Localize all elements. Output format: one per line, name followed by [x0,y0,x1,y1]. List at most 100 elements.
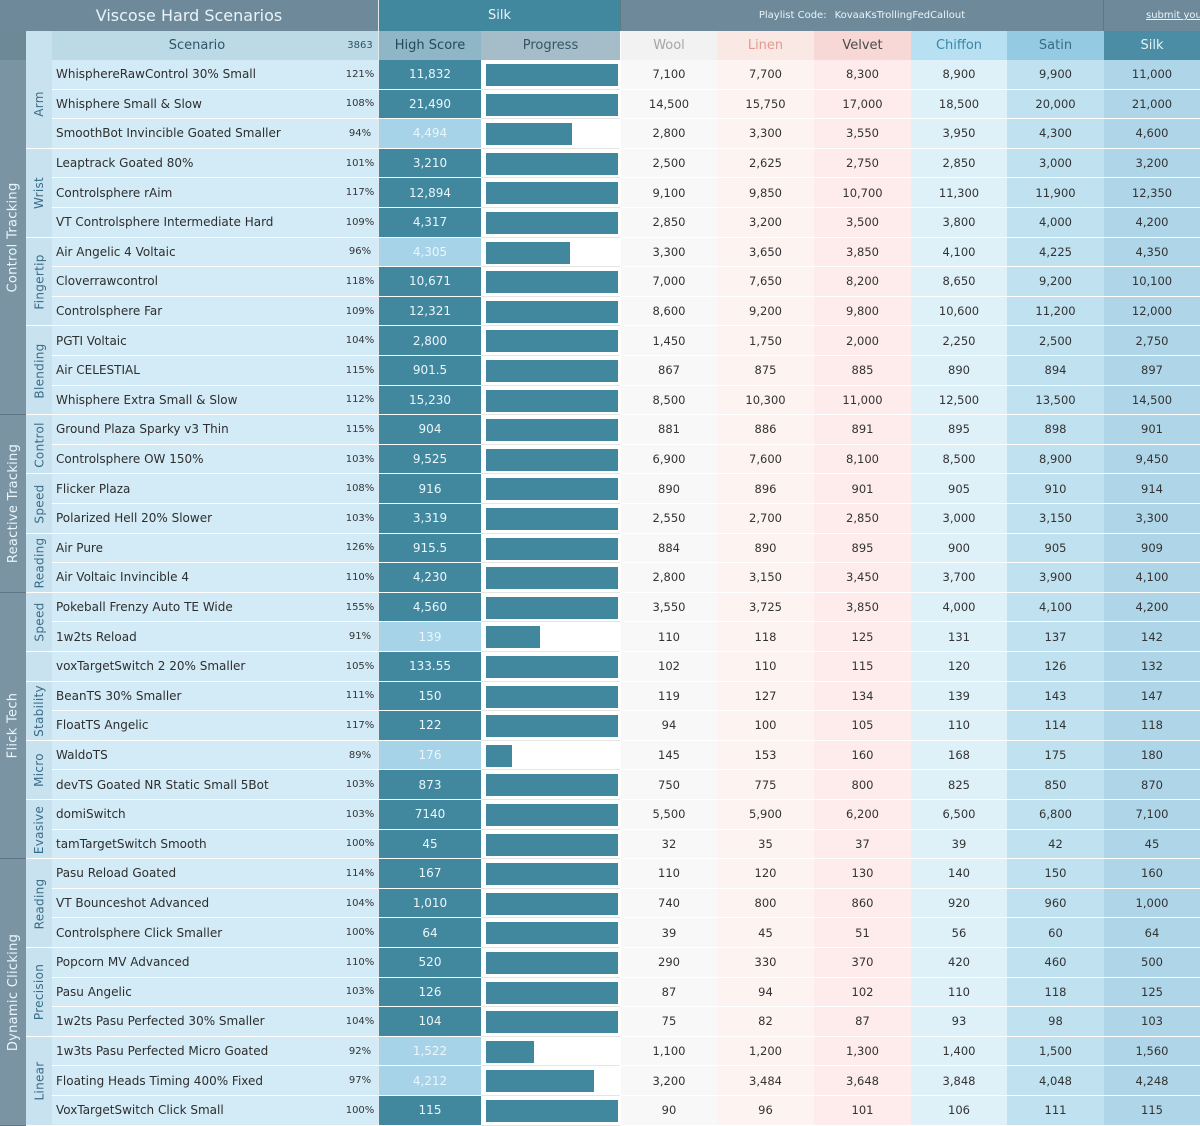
scenario-name[interactable]: devTS Goated NR Static Small 5Bot [52,770,342,800]
scenario-name[interactable]: Air Voltaic Invincible 4 [52,563,342,593]
table-row[interactable]: tamTargetSwitch Smooth 100% 45 32 35 37 39 42 45 [0,829,1200,860]
tier-cell-linen: 3,150 [717,563,814,593]
table-row[interactable]: Pasu Reload Goated 114% 167 110 120 130 140 150… [0,859,1200,889]
table-row[interactable]: PGTI Voltaic 104% 2,800 1,450 1,750 2,000 2,25… [0,326,1200,356]
scenario-name[interactable]: Air CELESTIAL [52,356,342,386]
scenario-name[interactable]: Floating Heads Timing 400% Fixed [52,1066,342,1096]
table-row[interactable]: WaldoTS 89% 176 145 153 160 168 175 180 [0,740,1200,771]
table-row[interactable]: Whisphere Small & Slow 108% 21,490 14,500 15… [0,89,1200,120]
scenario-name[interactable]: Pasu Angelic [52,977,342,1008]
table-row[interactable]: Controlsphere Click Smaller 100% 64 39 45 51 5… [0,918,1200,948]
tier-cell-chiffon: 11,300 [911,178,1007,208]
submit-link[interactable]: submit your [1146,10,1200,21]
scenario-name[interactable]: Controlsphere Far [52,296,342,327]
scenario-name[interactable]: tamTargetSwitch Smooth [52,829,342,860]
scenario-name[interactable]: Popcorn MV Advanced [52,948,342,978]
scenario-name[interactable]: 1w2ts Pasu Perfected 30% Smaller [52,1007,342,1037]
table-row[interactable]: Controlsphere Far 109% 12,321 8,600 9,200 9,8… [0,296,1200,327]
progress-bar-fill [486,1070,594,1093]
table-row[interactable]: Flicker Plaza 108% 916 890 896 901 905 910 914 [0,474,1200,504]
table-row[interactable]: WhisphereRawControl 30% Small 121% 11,832 7… [0,60,1200,90]
playlist-code-value[interactable]: KovaaKsTrollingFedCallout [834,10,966,21]
scenario-name[interactable]: Pasu Reload Goated [52,859,342,889]
scenario-name[interactable]: Controlsphere Click Smaller [52,918,342,948]
table-row[interactable]: Pasu Angelic 103% 126 87 94 102 110 118 125 [0,977,1200,1008]
scenario-name[interactable]: VoxTargetSwitch Click Small [52,1096,342,1126]
tier-cell-chiffon: 3,000 [911,504,1007,534]
table-row[interactable]: Controlsphere rAim 117% 12,894 9,100 9,850 10… [0,178,1200,208]
table-row[interactable]: Whisphere Extra Small & Slow 112% 15,230 8,… [0,385,1200,416]
table-row[interactable]: Leaptrack Goated 80% 101% 3,210 2,500 2,625 2… [0,148,1200,179]
table-row[interactable]: voxTargetSwitch 2 20% Smaller 105% 133.55 1… [0,652,1200,682]
scenario-name[interactable]: Flicker Plaza [52,474,342,504]
subcategory-arm: Arm [26,60,52,149]
tier-cell-chiffon: 825 [911,770,1007,800]
scenario-name[interactable]: PGTI Voltaic [52,326,342,356]
scenario-name[interactable]: Controlsphere OW 150% [52,444,342,475]
tier-cell-silk: 4,248 [1104,1066,1200,1096]
table-row[interactable]: Popcorn MV Advanced 110% 520 290 330 370 420 46… [0,948,1200,978]
scenario-name[interactable]: Polarized Hell 20% Slower [52,504,342,534]
scenario-name[interactable]: Whisphere Small & Slow [52,89,342,120]
table-row[interactable]: Air Voltaic Invincible 4 110% 4,230 2,800 3,… [0,563,1200,593]
scenario-name[interactable]: domiSwitch [52,800,342,830]
tier-cell-chiffon: 420 [911,948,1007,978]
scenario-name[interactable]: Controlsphere rAim [52,178,342,208]
progress-bar-fill [486,1011,618,1034]
table-row[interactable]: SmoothBot Invincible Goated Smaller 94% 4,… [0,119,1200,149]
table-row[interactable]: Cloverrawcontrol 118% 10,671 7,000 7,650 8,20… [0,267,1200,297]
scenario-name[interactable]: 1w3ts Pasu Perfected Micro Goated [52,1036,342,1067]
table-row[interactable]: Ground Plaza Sparky v3 Thin 115% 904 881 886… [0,415,1200,445]
tier-cell-satin: 4,300 [1007,119,1104,149]
table-row[interactable]: FloatTS Angelic 117% 122 94 100 105 110 114 118 [0,711,1200,741]
scenario-name[interactable]: Ground Plaza Sparky v3 Thin [52,415,342,445]
table-row[interactable]: Air Pure 126% 915.5 884 890 895 900 905 909 [0,533,1200,564]
tier-cell-silk: 14,500 [1104,385,1200,416]
progress-bar-fill [486,922,618,945]
scenario-name[interactable]: Cloverrawcontrol [52,267,342,297]
progress-bar-fill [486,715,618,738]
tier-cell-velvet: 102 [814,977,911,1008]
table-row[interactable]: devTS Goated NR Static Small 5Bot 103% 873… [0,770,1200,800]
scenario-name[interactable]: voxTargetSwitch 2 20% Smaller [52,652,342,682]
table-row[interactable]: Floating Heads Timing 400% Fixed 97% 4,212… [0,1066,1200,1096]
table-row[interactable]: 1w2ts Reload 91% 139 110 118 125 131 137 142 [0,622,1200,652]
table-row[interactable]: Controlsphere OW 150% 103% 9,525 6,900 7,600… [0,444,1200,475]
table-row[interactable]: Pokeball Frenzy Auto TE Wide 155% 4,560 3,5… [0,592,1200,623]
tier-cell-chiffon: 168 [911,740,1007,771]
table-row[interactable]: 1w3ts Pasu Perfected Micro Goated 92% 1,52… [0,1036,1200,1067]
tier-cell-linen: 45 [717,918,814,948]
percent-cell: 103% [342,977,378,1008]
table-row[interactable]: Polarized Hell 20% Slower 103% 3,319 2,550 2… [0,504,1200,534]
tier-cell-velvet: 115 [814,652,911,682]
tier-cell-silk: 909 [1104,533,1200,564]
scenario-name[interactable]: Whisphere Extra Small & Slow [52,385,342,416]
table-row[interactable]: 1w2ts Pasu Perfected 30% Smaller 104% 104 7… [0,1007,1200,1037]
scenario-name[interactable]: FloatTS Angelic [52,711,342,741]
tier-cell-chiffon: 4,000 [911,592,1007,623]
table-row[interactable]: Air CELESTIAL 115% 901.5 867 875 885 890 894 897 [0,356,1200,386]
scenario-name[interactable]: Air Angelic 4 Voltaic [52,237,342,268]
scenario-name[interactable]: WaldoTS [52,740,342,771]
tier-cell-silk: 64 [1104,918,1200,948]
scenario-name[interactable]: BeanTS 30% Smaller [52,681,342,712]
high-score-cell: 520 [379,948,481,978]
tier-cell-satin: 905 [1007,533,1104,564]
progress-bar-fill [486,537,618,560]
scenario-name[interactable]: Air Pure [52,533,342,564]
table-row[interactable]: Air Angelic 4 Voltaic 96% 4,305 3,300 3,650 3… [0,237,1200,268]
table-row[interactable]: VT Controlsphere Intermediate Hard 109% 4,… [0,208,1200,238]
scenario-name[interactable]: Pokeball Frenzy Auto TE Wide [52,592,342,623]
table-row[interactable]: VoxTargetSwitch Click Small 100% 115 90 96 10… [0,1096,1200,1126]
scenario-name[interactable]: VT Controlsphere Intermediate Hard [52,208,342,238]
scenario-name[interactable]: 1w2ts Reload [52,622,342,652]
table-row[interactable]: BeanTS 30% Smaller 111% 150 119 127 134 139 143… [0,681,1200,712]
scenario-name[interactable]: Leaptrack Goated 80% [52,148,342,179]
scenario-name[interactable]: WhisphereRawControl 30% Small [52,60,342,90]
table-row[interactable]: VT Bounceshot Advanced 104% 1,010 740 800 860… [0,888,1200,919]
table-row[interactable]: domiSwitch 103% 7140 5,500 5,900 6,200 6,500 6,… [0,800,1200,830]
scenario-name[interactable]: SmoothBot Invincible Goated Smaller [52,119,342,149]
high-score-cell: 115 [379,1096,481,1126]
scenario-name[interactable]: VT Bounceshot Advanced [52,888,342,919]
tier-cell-wool: 290 [621,948,717,978]
